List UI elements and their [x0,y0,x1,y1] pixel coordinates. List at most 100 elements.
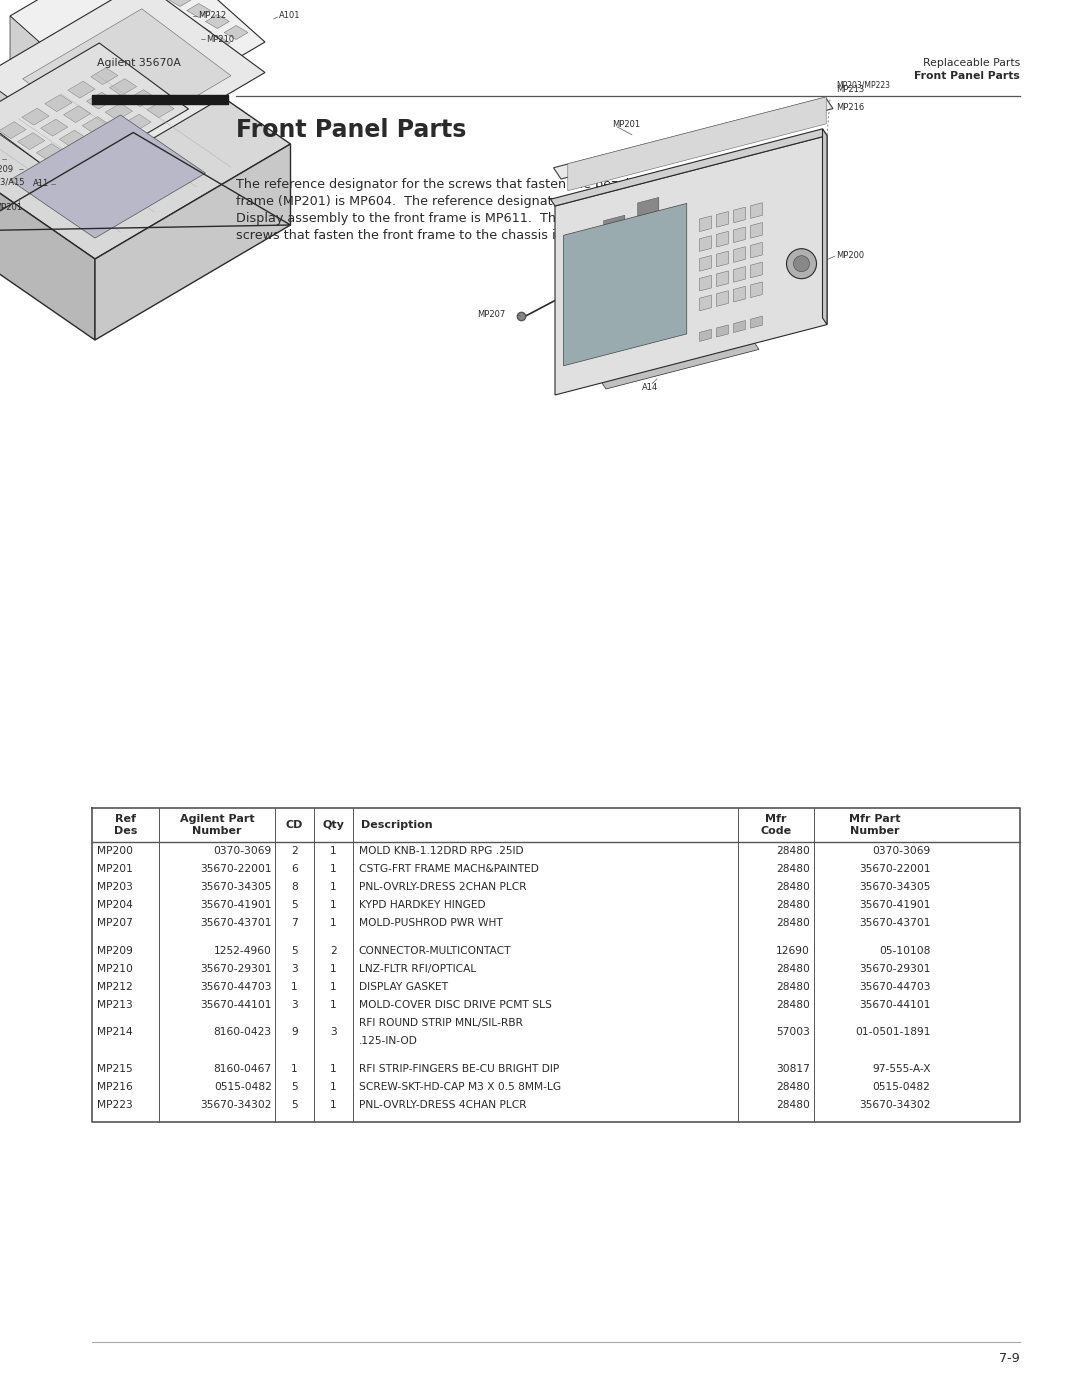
Text: 28480: 28480 [777,1083,810,1092]
Text: RFI ROUND STRIP MNL/SIL-RBR: RFI ROUND STRIP MNL/SIL-RBR [359,1018,523,1028]
Text: 28480: 28480 [777,863,810,875]
Polygon shape [168,14,192,28]
Polygon shape [716,251,728,267]
Polygon shape [60,56,85,70]
Polygon shape [17,133,45,149]
Text: 8: 8 [291,882,298,893]
Text: 7: 7 [291,918,298,928]
Text: KYPD HARDKEY HINGED: KYPD HARDKEY HINGED [359,900,485,909]
Polygon shape [132,0,156,6]
Polygon shape [150,3,174,17]
Text: 35670-41901: 35670-41901 [859,900,931,909]
Polygon shape [205,14,229,28]
Text: CONNECTOR-MULTICONTACT: CONNECTOR-MULTICONTACT [359,946,512,956]
Text: 7-9: 7-9 [999,1352,1020,1365]
Polygon shape [0,109,73,169]
Polygon shape [41,119,68,136]
Text: 35670-29301: 35670-29301 [859,964,931,974]
Text: MP207: MP207 [477,310,505,319]
Polygon shape [68,81,95,98]
Polygon shape [114,24,138,38]
Polygon shape [206,36,230,50]
Polygon shape [86,92,113,109]
Bar [92,95,228,103]
Text: 28480: 28480 [777,964,810,974]
Text: 5: 5 [291,1099,298,1111]
Polygon shape [134,56,158,70]
Text: A101: A101 [279,11,300,21]
Polygon shape [0,77,104,186]
Polygon shape [218,67,244,87]
Text: PNL-OVRLY-DRESS 2CHAN PLCR: PNL-OVRLY-DRESS 2CHAN PLCR [359,882,526,893]
Polygon shape [564,204,687,366]
Text: 0515-0482: 0515-0482 [214,1083,272,1092]
Text: MP209: MP209 [97,946,133,956]
Polygon shape [700,217,712,232]
Text: MP210: MP210 [206,35,234,43]
Text: 35670-22001: 35670-22001 [859,863,931,875]
Text: 35670-43701: 35670-43701 [859,918,931,928]
Text: 1: 1 [329,964,337,974]
Text: RFI STRIP-FINGERS BE-CU BRIGHT DIP: RFI STRIP-FINGERS BE-CU BRIGHT DIP [359,1065,559,1074]
Polygon shape [37,144,64,161]
Polygon shape [555,136,827,395]
Polygon shape [171,57,194,71]
Text: 35670-22001: 35670-22001 [200,863,272,875]
Text: MOLD-COVER DISC DRIVE PCMT SLS: MOLD-COVER DISC DRIVE PCMT SLS [359,1000,552,1010]
Text: 5: 5 [291,1083,298,1092]
Polygon shape [82,117,109,134]
Text: 28480: 28480 [777,918,810,928]
Text: screws that fasten the front frame to the chassis is MP603.: screws that fasten the front frame to th… [237,229,613,242]
Polygon shape [0,122,26,138]
Polygon shape [133,14,157,28]
Polygon shape [60,34,84,47]
Polygon shape [133,35,157,49]
Polygon shape [151,25,175,39]
Polygon shape [152,67,177,81]
Text: Front Panel Parts: Front Panel Parts [237,117,467,142]
Text: MP207: MP207 [97,918,133,928]
Text: 35670-44703: 35670-44703 [200,982,272,992]
Text: 3: 3 [329,1027,337,1037]
Text: 5: 5 [291,946,298,956]
Text: DISPLAY GASKET: DISPLAY GASKET [359,982,448,992]
Polygon shape [716,326,728,337]
Text: 35670-34302: 35670-34302 [859,1099,931,1111]
Text: 8160-0467: 8160-0467 [214,1065,272,1074]
Polygon shape [0,0,265,168]
Text: Qty: Qty [322,820,345,830]
Text: MP201: MP201 [612,120,640,130]
Text: MOLD KNB-1.12DRD RPG .25ID: MOLD KNB-1.12DRD RPG .25ID [359,847,524,856]
Text: MP201: MP201 [0,203,23,211]
Polygon shape [557,147,809,387]
Text: 28480: 28480 [777,847,810,856]
Text: Agilent Part
Number: Agilent Part Number [179,814,254,835]
Text: 6: 6 [291,863,298,875]
Circle shape [26,149,42,165]
Polygon shape [96,13,120,27]
Text: 1: 1 [291,982,298,992]
Polygon shape [568,96,826,191]
Polygon shape [189,46,213,60]
Text: Mfr
Code: Mfr Code [760,814,792,835]
Polygon shape [751,203,762,218]
Polygon shape [42,45,66,59]
Circle shape [794,256,810,271]
Text: 35670-44101: 35670-44101 [859,1000,931,1010]
Text: 8160-0423: 8160-0423 [214,1027,272,1037]
Text: 2: 2 [329,946,337,956]
Text: CD: CD [285,820,303,830]
Text: Front Panel Parts: Front Panel Parts [915,71,1020,81]
Polygon shape [117,67,140,81]
Polygon shape [751,316,762,328]
Polygon shape [97,56,121,70]
Polygon shape [551,129,827,205]
Text: 28480: 28480 [777,900,810,909]
Text: MP223: MP223 [97,1099,133,1111]
Text: 1: 1 [329,918,337,928]
Text: PNL-OVRLY-DRESS 4CHAN PLCR: PNL-OVRLY-DRESS 4CHAN PLCR [359,1099,526,1111]
Polygon shape [0,43,189,182]
Polygon shape [554,98,833,179]
Text: MP203/MP223: MP203/MP223 [836,80,890,89]
Circle shape [109,94,114,101]
